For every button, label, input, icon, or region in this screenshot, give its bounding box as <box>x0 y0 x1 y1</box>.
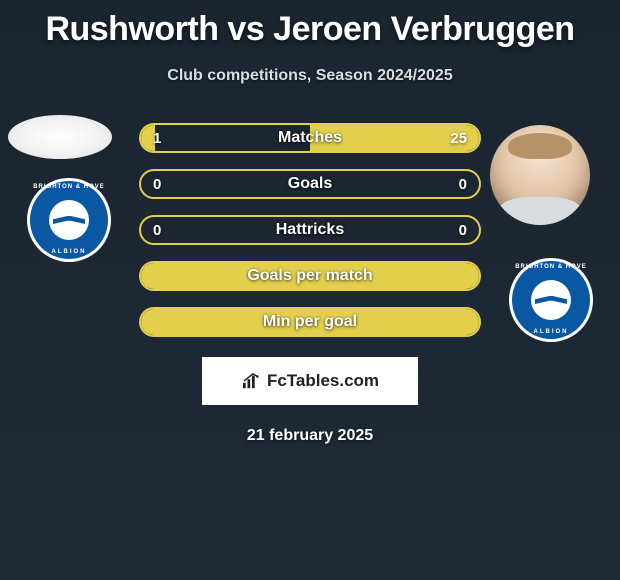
stat-bar-goals: 00Goals <box>139 169 481 199</box>
stat-bar-matches: 125Matches <box>139 123 481 153</box>
date-text: 21 february 2025 <box>0 427 620 445</box>
club-badge-right: BRIGHTON & HOVE ALBION <box>509 258 593 342</box>
stat-bar-goals-per-match: Goals per match <box>139 261 481 291</box>
page-title: Rushworth vs Jeroen Verbruggen <box>0 0 620 49</box>
seagull-icon <box>49 200 89 240</box>
seagull-icon <box>531 280 571 320</box>
watermark: FcTables.com <box>202 357 418 405</box>
player-right-avatar <box>490 125 590 225</box>
stats-container: 125Matches 00Goals 00Hattricks Goals per ma… <box>139 123 481 337</box>
stat-bar-min-per-goal: Min per goal <box>139 307 481 337</box>
club-badge-left: BRIGHTON & HOVE ALBION <box>27 178 111 262</box>
stat-bar-hattricks: 00Hattricks <box>139 215 481 245</box>
stat-label: Matches <box>141 129 479 147</box>
stat-label: Min per goal <box>141 313 479 331</box>
stat-label: Goals <box>141 175 479 193</box>
player-left-avatar <box>8 115 112 159</box>
chart-icon <box>241 372 263 390</box>
watermark-text: FcTables.com <box>267 371 379 391</box>
subtitle: Club competitions, Season 2024/2025 <box>0 67 620 85</box>
stat-label: Hattricks <box>141 221 479 239</box>
stat-label: Goals per match <box>141 267 479 285</box>
